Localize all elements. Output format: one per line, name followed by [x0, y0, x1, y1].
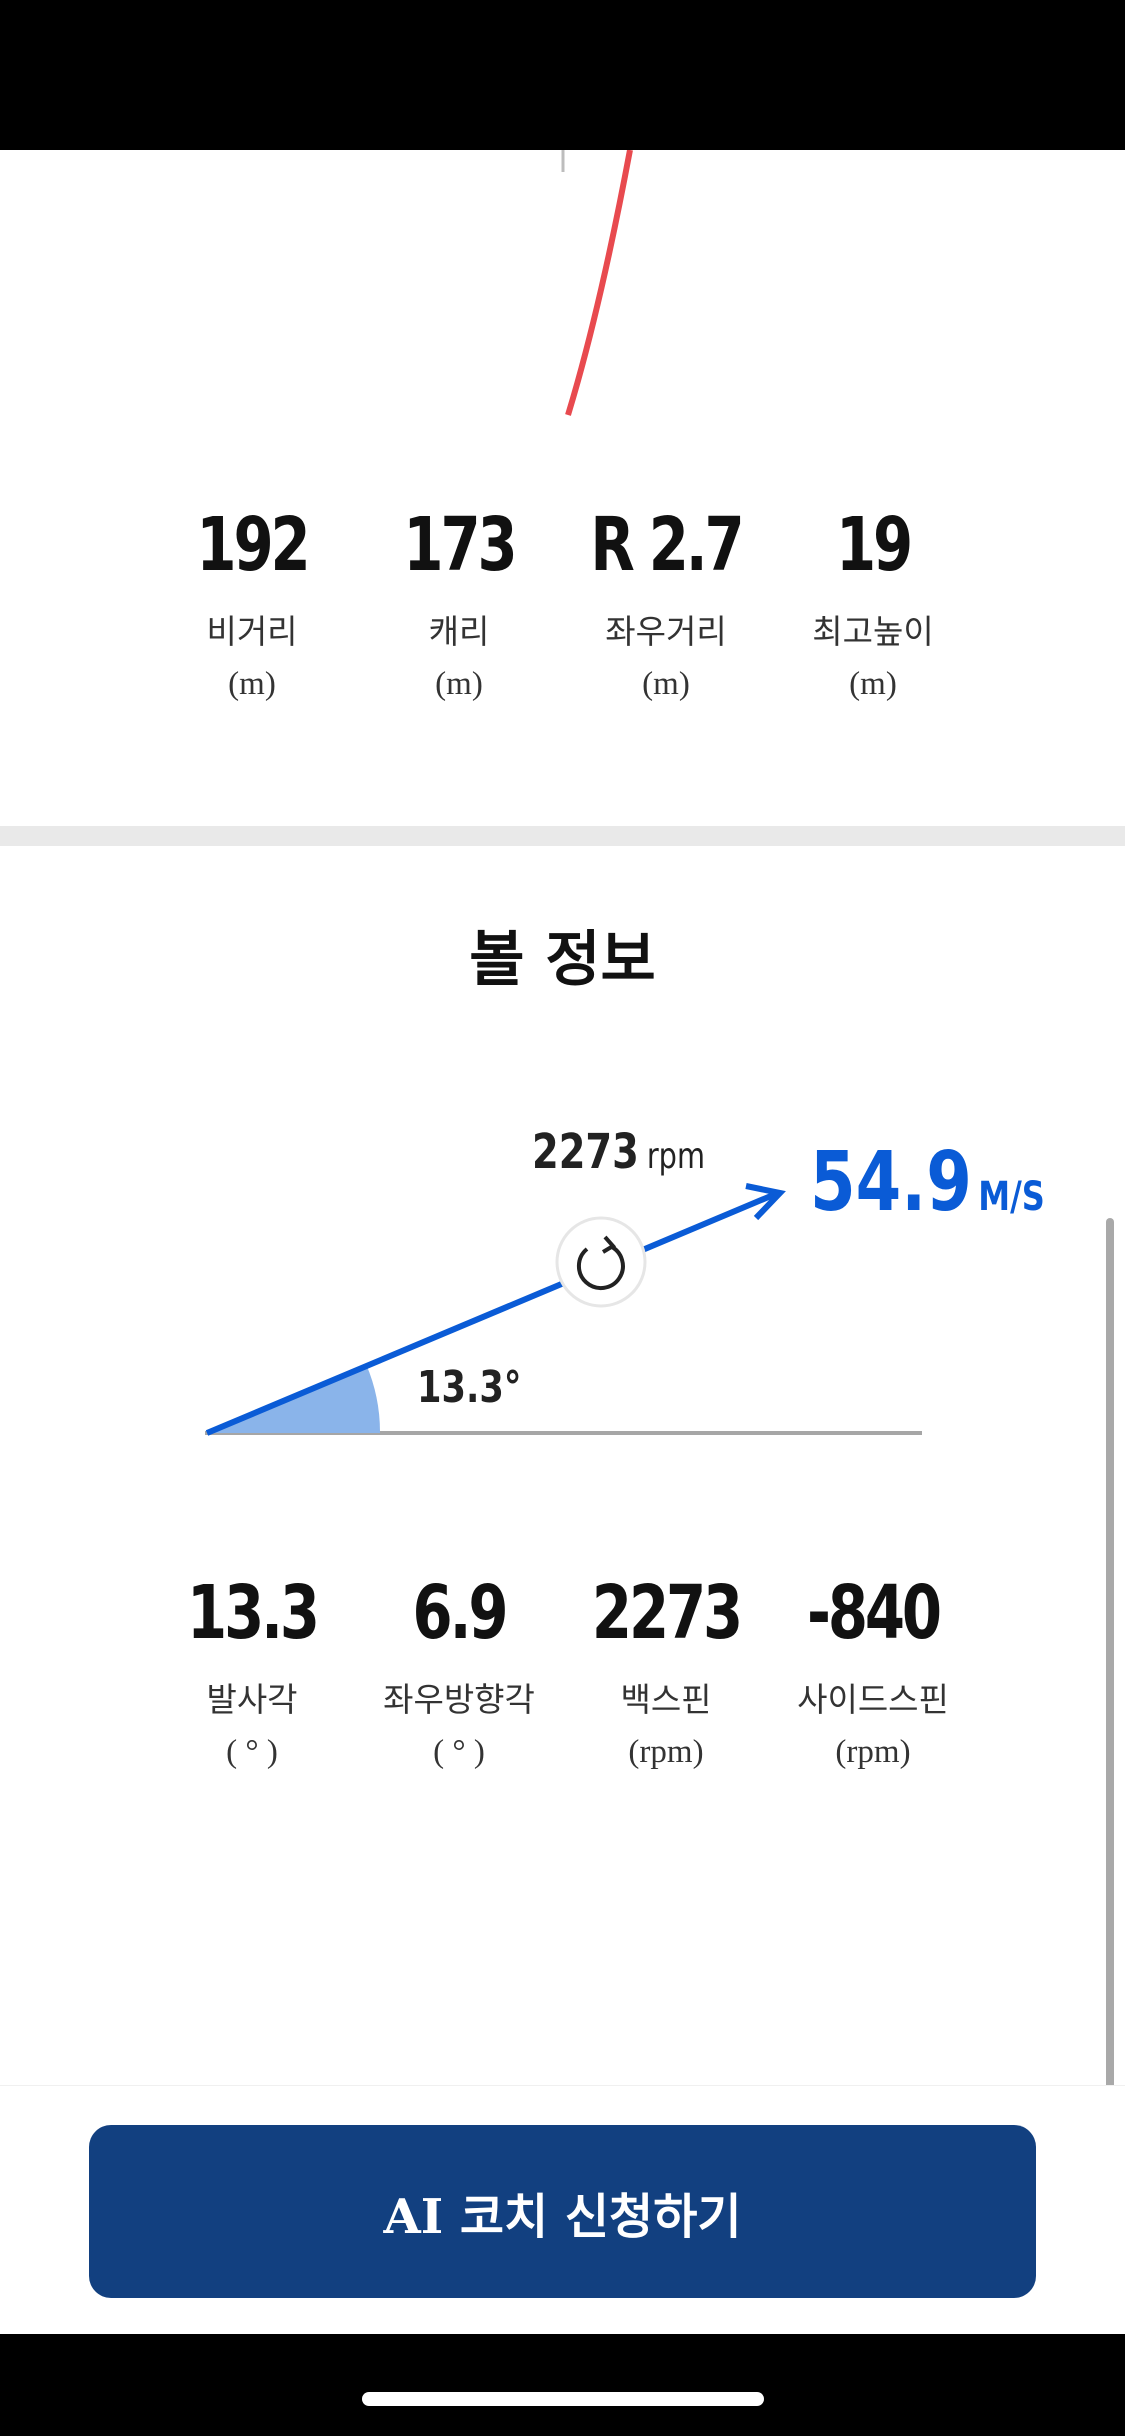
stat-unit: (rpm) — [835, 1734, 911, 1770]
rotate-ccw-icon — [576, 1235, 625, 1291]
stat-label: 비거리 — [206, 612, 298, 651]
shot-stats: 192 비거리 (m) 173 캐리 (m) R 2.7 좌우거리 (m) 19… — [0, 500, 1125, 730]
stat-unit: (m) — [435, 666, 483, 702]
stat-label: 사이드스핀 — [797, 1680, 949, 1719]
stat-direction-angle: 6.9 좌우방향각 ( ° ) — [344, 1568, 574, 1772]
stat-label: 백스핀 — [620, 1680, 712, 1719]
ball-trajectory — [565, 150, 633, 416]
speed-unit: M/S — [978, 1172, 1045, 1219]
stat-value: 173 — [403, 502, 517, 588]
stat-value: R 2.7 — [590, 502, 744, 588]
scrollbar[interactable] — [1106, 1218, 1114, 2322]
stat-launch-angle: 13.3 발사각 ( ° ) — [137, 1568, 367, 1772]
launch-line — [205, 1190, 780, 1436]
home-indicator[interactable] — [362, 2392, 764, 2406]
stat-lateral-distance: R 2.7 좌우거리 (m) — [551, 500, 781, 704]
trajectory-graphic — [561, 150, 633, 416]
bottom-bar — [0, 2334, 1125, 2436]
stat-value: 13.3 — [187, 1570, 320, 1656]
stat-backspin: 2273 백스핀 (rpm) — [551, 1568, 781, 1772]
stat-value: 192 — [196, 502, 310, 588]
stat-unit: ( ° ) — [226, 1734, 278, 1770]
stat-unit: (m) — [849, 666, 897, 702]
stat-unit: (m) — [642, 666, 690, 702]
section-divider — [0, 826, 1125, 846]
stat-label: 발사각 — [206, 1680, 298, 1719]
angle-label: 13.3° — [417, 1362, 521, 1413]
spin-unit: rpm — [647, 1135, 705, 1177]
stat-unit: (m) — [228, 666, 276, 702]
speed-value: 54.9 — [810, 1134, 972, 1230]
launch-diagram: 13.3° 2273 rpm 54.9 M/S — [205, 1125, 1045, 1436]
stat-value: 19 — [835, 502, 913, 588]
stat-unit: (rpm) — [628, 1734, 704, 1770]
spin-readout: 2273 rpm — [532, 1125, 705, 1180]
stat-max-height: 19 최고높이 (m) — [758, 500, 988, 704]
stat-label: 좌우방향각 — [383, 1680, 535, 1719]
stat-label: 최고높이 — [812, 612, 934, 651]
stat-total-distance: 192 비거리 (m) — [137, 500, 367, 704]
ai-coach-apply-button[interactable]: AI 코치 신청하기 — [89, 2125, 1036, 2298]
arrowhead — [745, 1183, 786, 1221]
stat-value: 6.9 — [412, 1570, 509, 1656]
stat-label: 캐리 — [428, 612, 490, 651]
ball-stats: 13.3 발사각 ( ° ) 6.9 좌우방향각 ( ° ) 2273 백스핀 … — [0, 1568, 1125, 1798]
stat-unit: ( ° ) — [433, 1734, 485, 1770]
spin-indicator — [555, 1216, 647, 1308]
stat-carry: 173 캐리 (m) — [344, 500, 574, 704]
stat-label: 좌우거리 — [605, 612, 727, 651]
status-bar — [0, 0, 1125, 150]
spin-value: 2273 — [532, 1125, 639, 1180]
stat-sidespin: -840 사이드스핀 (rpm) — [758, 1568, 988, 1772]
stat-value: 2273 — [591, 1570, 743, 1656]
section-title: 볼 정보 — [469, 925, 656, 995]
ball-speed: 54.9 M/S — [810, 1134, 1045, 1230]
stat-value: -840 — [807, 1570, 942, 1656]
